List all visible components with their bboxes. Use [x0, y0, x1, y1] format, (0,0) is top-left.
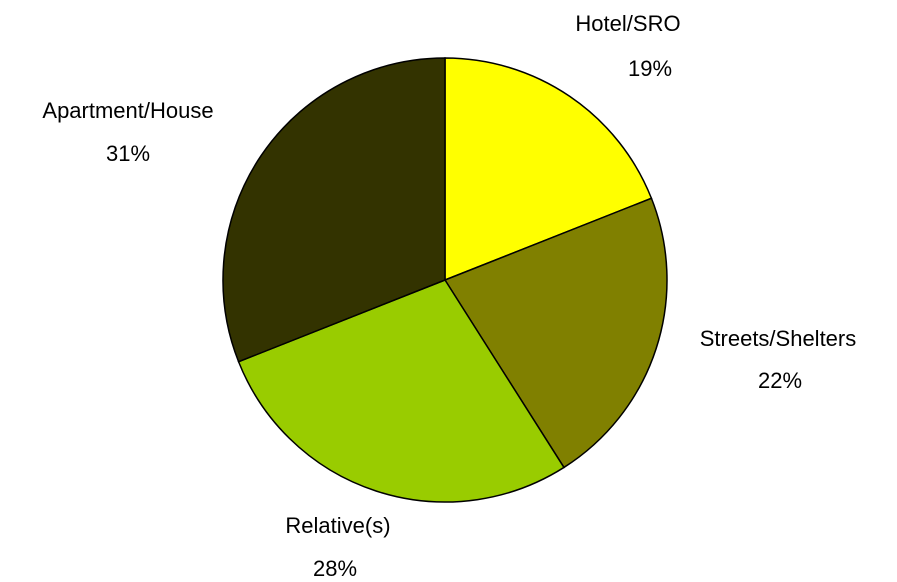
slice-value-label: 22% — [758, 368, 802, 393]
slice-label: Relative(s) — [285, 513, 390, 538]
slice-value-label: 31% — [106, 141, 150, 166]
slice-label: Hotel/SRO — [575, 11, 680, 36]
pie-slice — [222, 57, 446, 363]
slice-value-label: 19% — [628, 56, 672, 81]
slice-value-label: 28% — [313, 556, 357, 581]
pie-slice — [237, 279, 565, 503]
slice-label: Apartment/House — [42, 98, 213, 123]
slice-label: Streets/Shelters — [700, 326, 857, 351]
pie-slice — [444, 57, 653, 282]
pie-slice — [443, 197, 668, 469]
